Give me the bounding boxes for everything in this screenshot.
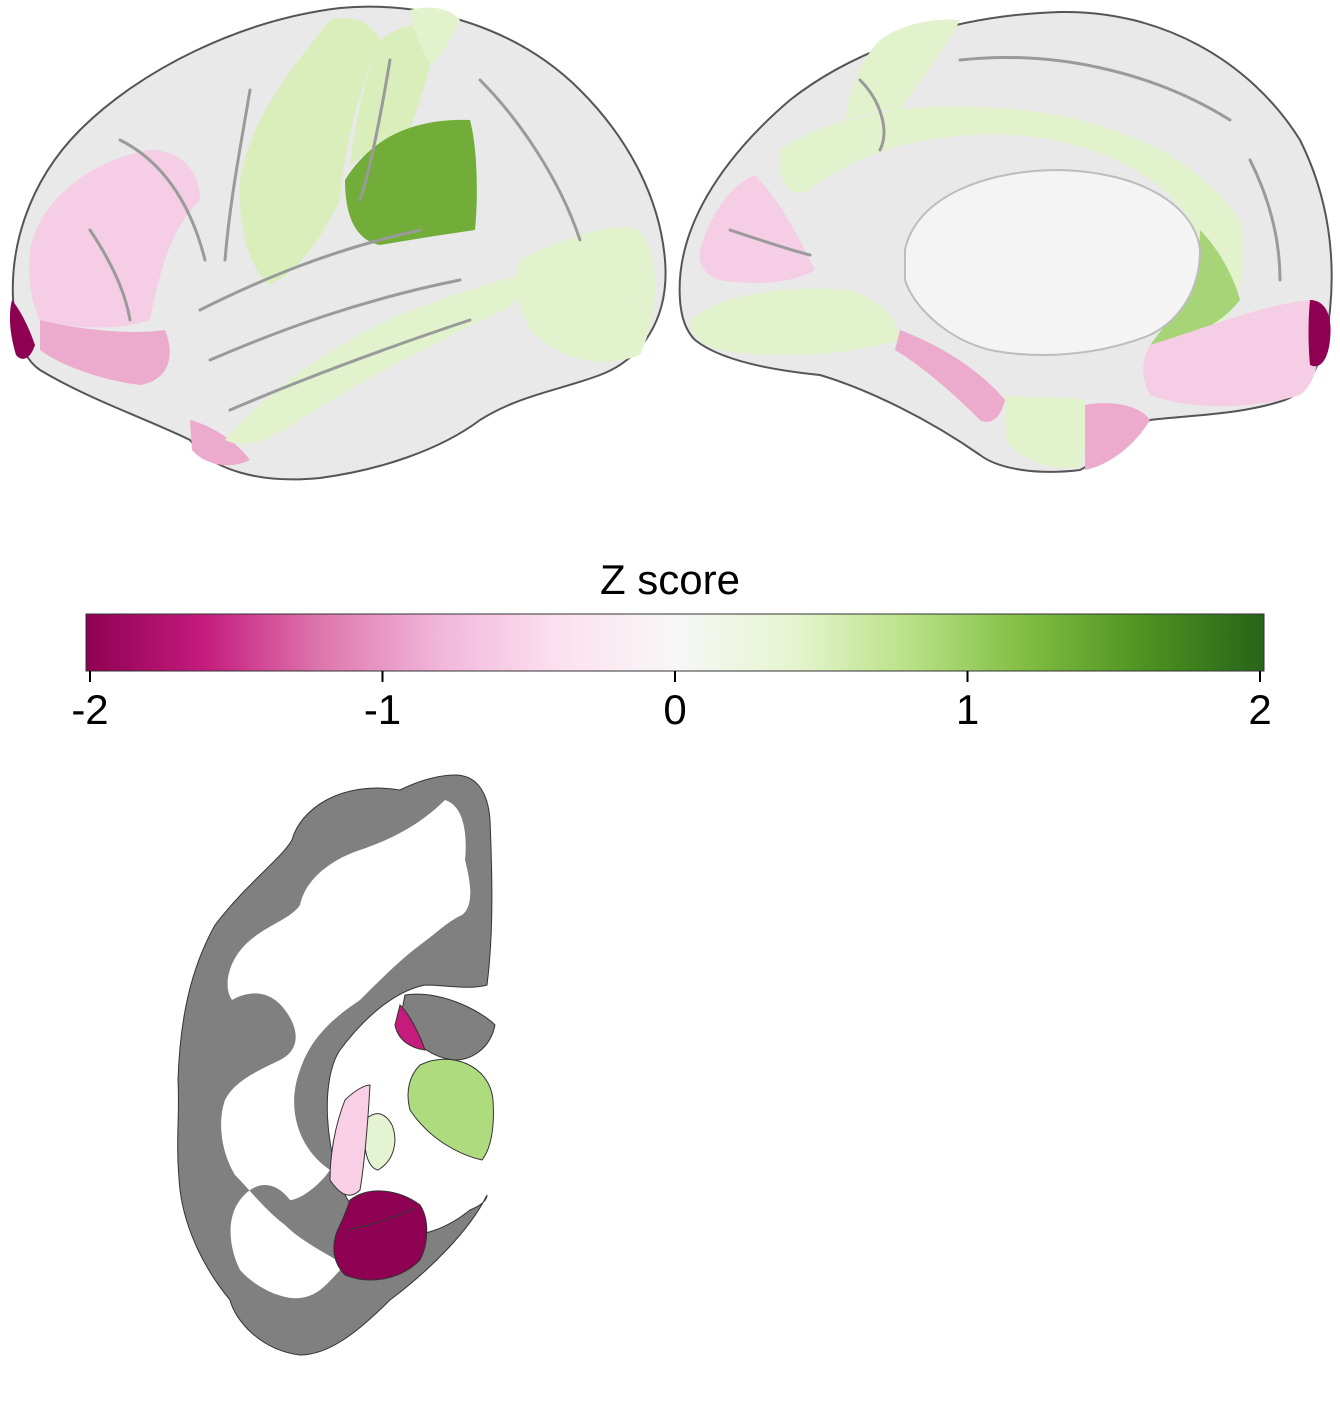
- colorbar-tick-label: 2: [1248, 686, 1272, 733]
- frontal-pole-dark-region: [9, 300, 35, 359]
- medial-wall: [904, 168, 1202, 356]
- fusiform-green-region: [1005, 395, 1088, 469]
- colorbar-gradient: [85, 613, 1265, 672]
- slice-white-matter: [221, 800, 471, 1299]
- amygdala-divider: [347, 1207, 416, 1231]
- postcentral-green-region: [350, 24, 440, 165]
- thalamus-gray: [399, 993, 496, 1061]
- colorbar-tick-label: 1: [955, 686, 980, 733]
- colorbar-ticks: [89, 671, 1261, 682]
- frontal-pink-region: [29, 150, 200, 328]
- supramarginal-green-region: [345, 119, 477, 245]
- occipital-green-region: [515, 227, 655, 362]
- superior-parietal-green-region: [410, 7, 460, 66]
- parahippocampal-pink-region: [895, 330, 1005, 422]
- lingual-green-region: [690, 288, 900, 356]
- lateral-sulci: [88, 58, 582, 412]
- entorhinal-pink-region: [1085, 403, 1150, 470]
- superior-temporal-green-region: [225, 275, 522, 444]
- amygdala-region: [333, 1190, 428, 1281]
- temporal-pole-pink-region: [190, 420, 250, 466]
- precentral-green-region: [239, 18, 380, 286]
- medial-frontal-pole-dark: [1308, 300, 1331, 367]
- medial-sulci: [728, 56, 1282, 282]
- colorbar-tick-label: 0: [663, 686, 687, 733]
- cuneus-pink-region: [699, 175, 815, 283]
- colorbar-tick-label: -1: [363, 686, 402, 733]
- lateral-hemisphere: [9, 5, 667, 481]
- caudate-region: [329, 1084, 371, 1196]
- medial-orbitofrontal-pink: [1143, 300, 1319, 407]
- slice-gray-matter: [177, 774, 493, 1356]
- cortical-surfaces: [9, 5, 1333, 481]
- accumbens-region: [394, 1004, 426, 1051]
- pallidum-region: [363, 1113, 396, 1171]
- colorbar-tick-label: -2: [71, 686, 109, 733]
- colorbar-title: Z score: [599, 556, 741, 603]
- medial-hemisphere: [678, 10, 1333, 473]
- putamen-region: [407, 1058, 494, 1161]
- orbitofrontal-pink-region: [40, 320, 170, 385]
